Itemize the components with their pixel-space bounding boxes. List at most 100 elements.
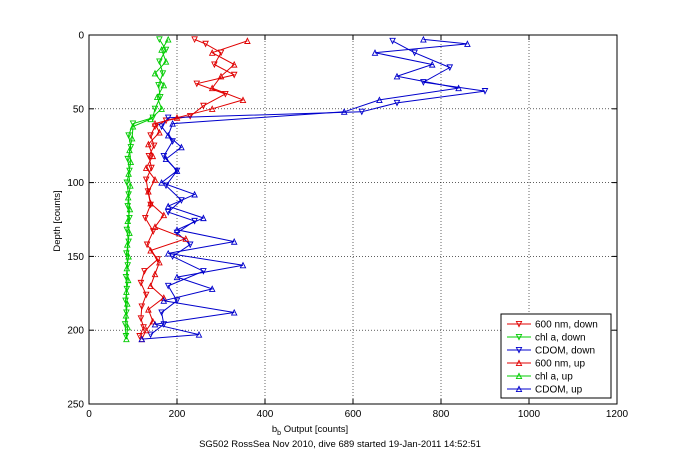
data-point <box>211 61 218 69</box>
legend: 600 nm, down chl a, down CDOM, down 600 nm,… <box>500 313 612 399</box>
data-point <box>464 40 471 47</box>
data-point <box>160 81 168 89</box>
series-chl-a-up <box>122 35 172 343</box>
data-point <box>151 223 159 230</box>
legend-marker <box>515 385 523 393</box>
data-point <box>136 333 143 340</box>
data-point <box>162 57 170 65</box>
data-point <box>195 331 203 338</box>
data-point <box>389 37 396 45</box>
legend-marker <box>515 320 523 328</box>
data-point <box>153 93 161 101</box>
data-point <box>137 279 145 287</box>
data-point <box>125 170 132 177</box>
series-line <box>124 39 167 337</box>
series-line <box>141 38 468 340</box>
x-axis-label-subscript: b <box>277 430 281 437</box>
data-point <box>128 134 136 142</box>
data-point <box>145 305 152 313</box>
data-point <box>160 152 168 160</box>
data-point <box>173 167 181 174</box>
data-point <box>129 120 137 128</box>
data-point <box>147 282 154 289</box>
data-point <box>123 240 131 248</box>
x-tick-label: 1000 <box>518 409 541 420</box>
x-tick-label: 1200 <box>606 409 629 420</box>
data-point <box>169 119 176 127</box>
data-point <box>151 105 159 113</box>
data-point <box>244 37 251 44</box>
data-point <box>151 176 159 183</box>
data-point <box>124 193 132 201</box>
data-point <box>164 114 172 122</box>
data-point <box>162 46 170 54</box>
data-point <box>158 309 165 317</box>
legend-label: 600 nm, down <box>535 320 598 331</box>
data-point <box>420 79 427 86</box>
data-point <box>230 60 238 68</box>
data-point <box>200 102 207 110</box>
y-axis-label: Depth [counts] <box>52 190 63 251</box>
data-point <box>162 155 170 163</box>
data-point <box>137 315 145 322</box>
legend-label: chl a, down <box>535 333 586 344</box>
data-point <box>193 80 201 88</box>
data-point <box>164 209 172 216</box>
x-tick-label: 800 <box>433 409 450 420</box>
data-point <box>156 58 163 66</box>
data-point <box>173 226 181 233</box>
data-point <box>147 132 154 139</box>
data-point <box>121 321 129 328</box>
data-point <box>155 82 162 89</box>
data-point <box>217 72 225 80</box>
data-point <box>147 331 154 339</box>
data-point <box>230 71 238 79</box>
y-tick-label: 50 <box>73 104 85 115</box>
data-point <box>138 335 146 343</box>
data-point <box>173 273 181 281</box>
data-point <box>125 252 132 260</box>
data-point <box>376 96 383 103</box>
data-point <box>160 321 168 328</box>
data-point <box>151 320 159 328</box>
x-tick-label: 400 <box>257 409 274 420</box>
legend-label: chl a, up <box>535 372 573 383</box>
data-point <box>148 164 155 172</box>
data-point <box>147 246 154 254</box>
data-point <box>208 105 216 112</box>
data-point <box>182 235 190 242</box>
data-point <box>164 35 172 43</box>
data-point <box>151 69 159 77</box>
chart-caption: SG502 RossSea Nov 2010, dive 689 started… <box>199 439 481 450</box>
data-point <box>124 217 132 225</box>
data-point <box>420 35 427 43</box>
data-point <box>127 181 134 189</box>
data-point <box>393 99 401 107</box>
data-point <box>239 261 247 269</box>
y-tick-label: 200 <box>67 326 84 337</box>
x-axis-label-rest: Output [counts] <box>281 424 348 435</box>
data-point <box>208 84 216 92</box>
data-point <box>208 285 216 292</box>
data-point <box>156 258 163 266</box>
data-point <box>142 164 150 171</box>
legend-label: CDOM, down <box>535 346 595 357</box>
data-point <box>160 297 168 304</box>
y-tick-label: 150 <box>67 252 84 263</box>
plot-series <box>121 35 489 343</box>
data-point <box>126 146 133 154</box>
data-point <box>127 158 135 165</box>
data-point <box>230 238 238 245</box>
data-point <box>173 114 181 121</box>
data-point <box>428 60 436 68</box>
legend-marker <box>515 346 523 354</box>
data-point <box>200 214 207 222</box>
data-point <box>164 249 172 257</box>
data-point <box>481 88 489 95</box>
data-point <box>138 303 146 311</box>
data-point <box>393 72 401 80</box>
data-point <box>371 49 379 56</box>
series-line <box>125 39 169 340</box>
data-point <box>142 176 150 184</box>
